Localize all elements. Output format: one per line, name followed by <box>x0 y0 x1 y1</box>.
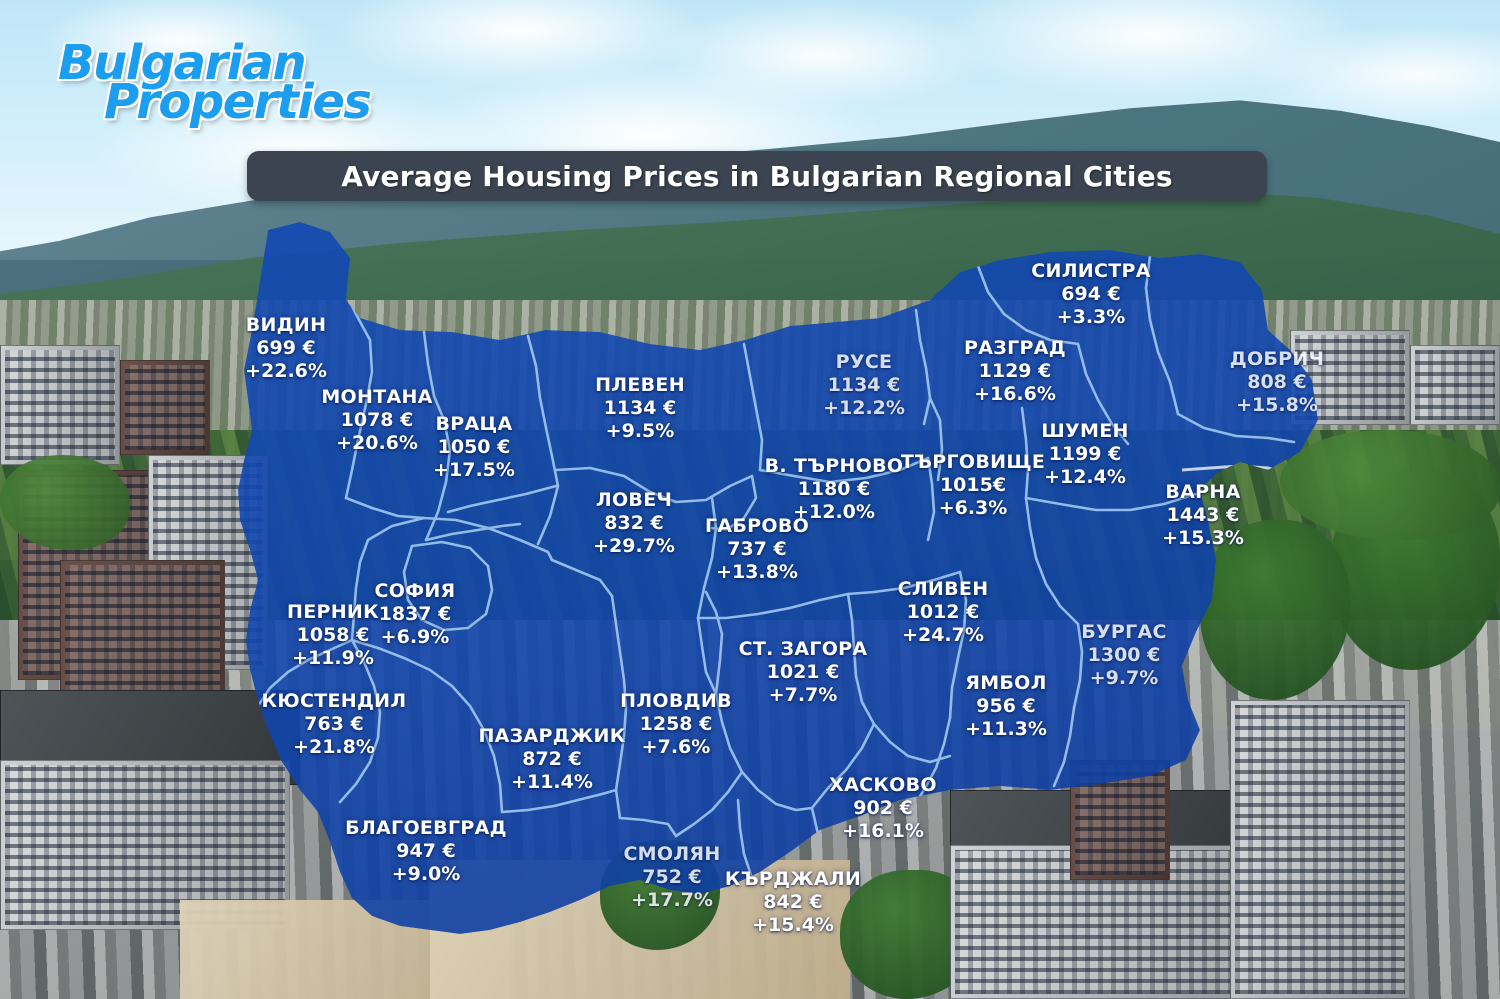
building-block <box>0 345 120 465</box>
green-area <box>1280 430 1500 540</box>
brand-logo[interactable]: Bulgarian Properties <box>58 35 388 131</box>
country-body <box>238 222 1318 934</box>
page-title: Average Housing Prices in Bulgarian Regi… <box>341 159 1173 193</box>
building-block <box>1230 700 1410 999</box>
tree-cluster <box>1200 520 1350 700</box>
green-area <box>0 455 130 550</box>
page-title-bar: Average Housing Prices in Bulgarian Regi… <box>247 151 1267 201</box>
logo-line-1: Bulgarian <box>58 35 307 91</box>
building-block <box>1410 345 1500 425</box>
building-block <box>120 360 210 455</box>
region-borders <box>256 254 1296 886</box>
building-block <box>0 760 290 930</box>
logo-line-2: Properties <box>104 74 372 131</box>
